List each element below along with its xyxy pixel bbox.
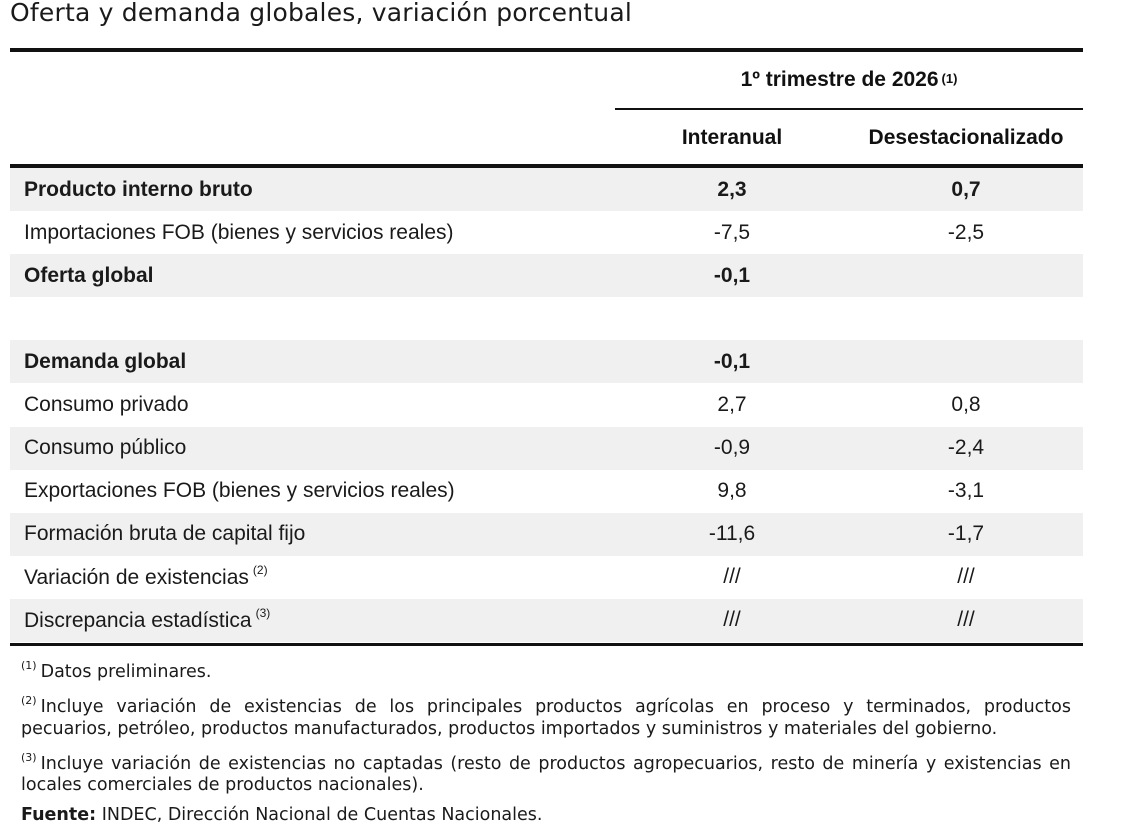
row-desest: -1,7 [947, 522, 985, 546]
table-row-spacer [10, 297, 1083, 340]
footnote-1: (1) Datos preliminares. [21, 656, 1071, 683]
table-top-rule [10, 48, 1083, 52]
row-label: Consumo privado [24, 393, 189, 417]
row-label: Importaciones FOB (bienes y servicios re… [24, 220, 454, 244]
row-interanual: -7,5 [713, 220, 751, 244]
table-row: Consumo privado 2,7 0,8 [10, 383, 1083, 426]
row-interanual: 2,3 [717, 177, 747, 201]
footnote-3: (3) Incluye variación de existencias no c… [21, 748, 1071, 797]
source-label: Fuente: [21, 805, 97, 826]
table-row: Demanda global -0,1 [10, 340, 1083, 384]
row-desest: 0,8 [951, 393, 981, 417]
period-note-mark: (1) [941, 70, 958, 86]
column-header-desestacionalizado: Desestacionalizado [868, 126, 1064, 149]
source-text: INDEC, Dirección Nacional de Cuentas Nac… [101, 805, 543, 826]
row-interanual: 2,7 [717, 393, 747, 417]
table-row: Variación de existencias (2) /// /// [10, 556, 1083, 599]
row-interanual: -11,6 [708, 522, 756, 546]
period-label: 1º trimestre de 2026 [740, 68, 939, 91]
row-label: Discrepancia estadística (3) [10, 605, 615, 633]
row-label: Producto interno bruto [24, 177, 253, 201]
row-label: Exportaciones FOB (bienes y servicios re… [24, 479, 455, 503]
table-row: Formación bruta de capital fijo -11,6 -1… [10, 512, 1083, 556]
row-label: Oferta global [24, 263, 154, 287]
table-row: Discrepancia estadística (3) /// /// [10, 598, 1083, 643]
period-rule [615, 108, 1083, 110]
row-note-mark: (3) [255, 605, 271, 620]
table-body: Producto interno bruto 2,3 0,7 Importaci… [10, 168, 1083, 643]
page-title: Oferta y demanda globales, variación por… [10, 0, 633, 27]
footnote-3-mark: (3) [21, 750, 37, 764]
row-desest: -2,5 [947, 220, 985, 244]
row-label: Demanda global [24, 349, 187, 373]
column-header-interanual: Interanual [681, 126, 783, 149]
row-interanual: /// [723, 608, 741, 632]
footnote-1-text: Datos preliminares. [40, 661, 212, 682]
row-label: Variación de existencias (2) [10, 562, 615, 590]
row-desest: -3,1 [947, 479, 985, 503]
period-header: 1º trimestre de 2026 (1) [615, 52, 1083, 108]
footnote-1-mark: (1) [21, 659, 37, 672]
table-bottom-rule [10, 643, 1083, 646]
row-interanual: -0,1 [713, 349, 751, 373]
footnote-2-text: Incluye variación de existencias de los … [21, 696, 1071, 739]
source-line: Fuente: INDEC, Dirección Nacional de Cue… [21, 804, 1071, 826]
footnote-2-mark: (2) [21, 693, 37, 707]
header-bottom-rule [10, 164, 1083, 168]
row-interanual: /// [723, 565, 741, 589]
row-interanual: 9,8 [717, 479, 747, 503]
table-row: Producto interno bruto 2,3 0,7 [10, 168, 1083, 212]
row-label: Formación bruta de capital fijo [24, 522, 306, 546]
row-label-text: Discrepancia estadística [24, 608, 252, 632]
row-interanual: -0,1 [713, 263, 751, 287]
row-desest: /// [957, 608, 975, 632]
table-row: Importaciones FOB (bienes y servicios re… [10, 211, 1083, 254]
row-label-text: Variación de existencias [24, 565, 249, 589]
footnote-3-text: Incluye variación de existencias no capt… [21, 753, 1071, 796]
table-row: Exportaciones FOB (bienes y servicios re… [10, 470, 1083, 513]
footnotes: (1) Datos preliminares. (2) Incluye variac… [21, 656, 1071, 834]
row-desest: -2,4 [947, 436, 985, 460]
table-row: Oferta global -0,1 [10, 254, 1083, 298]
row-interanual: -0,9 [713, 436, 751, 460]
table-row: Consumo público -0,9 -2,4 [10, 426, 1083, 470]
row-label: Consumo público [24, 436, 187, 460]
footnote-2: (2) Incluye variación de existencias de l… [21, 691, 1071, 740]
row-desest: 0,7 [951, 177, 981, 201]
row-desest: /// [957, 565, 975, 589]
row-note-mark: (2) [252, 562, 268, 577]
